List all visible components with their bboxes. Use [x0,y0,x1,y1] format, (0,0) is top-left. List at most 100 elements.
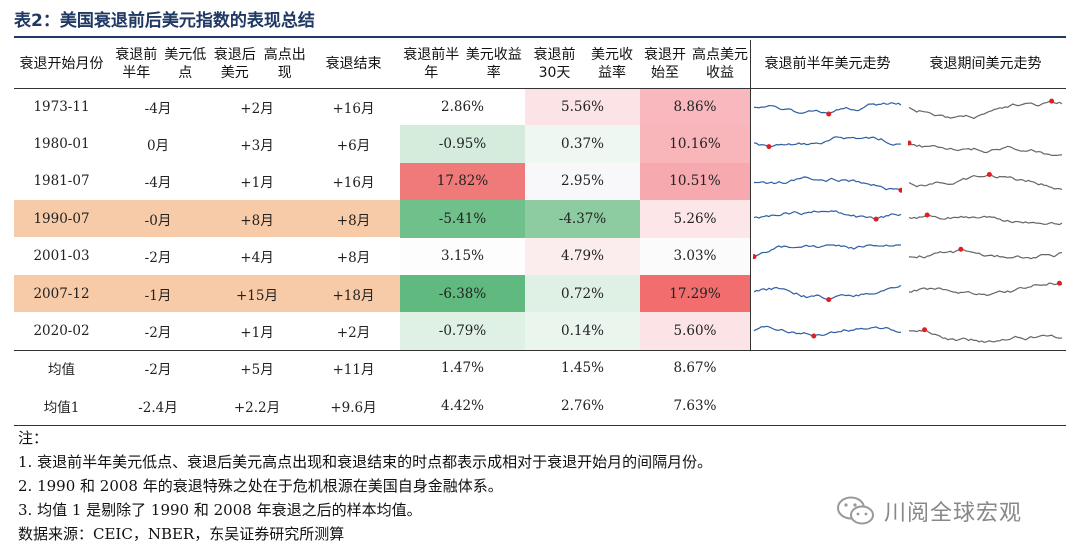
table-cell: 3.15% [400,237,525,275]
header-text: 美元收益率 [465,47,522,81]
table-cell: 8.86% [640,88,750,126]
header-cell: 衰退后美元 高点出现 [207,40,307,88]
extreme-marker [826,111,832,117]
header-cell: 衰退前半年 美元走势 [750,40,905,88]
pre-recession-sparkline [753,176,902,193]
recession-sparkline [908,327,1063,344]
table-cell: 10.51% [640,162,750,201]
pre-recession-sparkline [753,243,902,259]
trend-line [908,282,1063,297]
table-cell: 0.37% [525,125,640,163]
pre-recession-sparkline [753,102,902,117]
pre-recession-sparkline [753,284,902,303]
table-cell: +1月 [240,175,274,192]
summary-cell: +2.2月 [233,399,281,416]
table-cell: 5.56% [525,88,640,126]
table-cell: +6月 [336,138,371,155]
table-cell: 2020-02 [33,323,90,340]
header-text: 衰退开始至 [644,47,686,81]
header-text: 衰退后美元 [213,47,256,81]
summary-cell: 均值1 [43,399,80,416]
table-cell: +2月 [240,100,274,117]
extreme-marker [1049,98,1055,104]
extreme-marker [958,246,964,252]
body-rule [14,349,1066,351]
header-rule [14,88,1066,89]
extreme-marker [753,253,757,259]
header-text: 高点美元收益 [692,47,748,81]
table-title: 表2：美国衰退前后美元指数的表现总结 [14,11,315,31]
table-cell: +8月 [240,212,274,229]
summary-cell: 8.67% [673,360,717,377]
trend-line [753,243,902,257]
table-cell: -0月 [144,212,172,229]
trend-line [908,100,1063,120]
table-cell: 10.16% [640,125,750,163]
note-line: 数据来源：CEIC，NBER，东吴证券研究所测算 [18,525,345,543]
recession-sparkline [908,280,1063,297]
trend-line [753,136,902,148]
trend-line [908,214,1063,226]
extreme-marker [873,216,879,222]
summary-cell: 2.76% [561,397,604,414]
table-cell: +8月 [336,250,371,267]
trend-line [908,248,1063,259]
header-cell: 衰退前半年 美元低点 [109,40,207,88]
note-line: 注： [18,429,49,447]
table-cell: -5.41% [400,200,525,238]
table-cell: 1973-11 [33,98,90,115]
header-text: 美元走势 [985,56,1042,72]
trend-line [753,210,902,220]
header-text: 衰退前半年 [764,56,835,72]
trend-line [753,326,902,338]
summary-cell: 7.63% [673,397,717,414]
summary-cell: 1.47% [441,360,484,377]
header-text: 衰退 [19,56,48,72]
recession-sparkline [908,212,1063,226]
table-cell: 1981-07 [33,173,90,190]
extreme-marker [766,144,772,150]
header-text: 衰退前半年 [115,47,158,81]
table-cell: -4月 [144,175,172,192]
col-divider [750,40,751,350]
header-cell: 衰退前半年 美元收益率 [400,40,525,88]
table-cell: +8月 [336,212,371,229]
note-line: 3. 均值 1 是剔除了 1990 和 2008 年衰退之后的样本均值。 [18,501,422,519]
table-cell: -4.37% [525,200,640,238]
summary-cell: +5月 [240,362,274,379]
table-cell: 17.29% [640,275,750,313]
header-text: 开始月份 [47,56,104,72]
watermark-text: 川阅全球宏观 [884,501,1023,526]
extreme-marker [922,327,928,333]
table-cell: +15月 [236,287,278,304]
table-cell: +18月 [332,287,375,304]
bottom-rule [14,424,1066,426]
trend-line [908,173,1063,190]
recession-sparkline [908,98,1063,120]
table-cell: 0月 [146,138,170,155]
header-text: 衰退前半年 [403,47,460,81]
table-cell: 2007-12 [33,285,90,302]
table-cell: -2月 [144,325,172,342]
row-highlight [14,275,400,312]
note-line: 2. 1990 和 2008 年的衰退特殊之处在于危机根源在美国自身金融体系。 [18,477,503,495]
table-cell: +16月 [332,175,375,192]
header-text: 高点出现 [263,47,306,81]
summary-cell: 均值 [48,362,75,379]
header-text: 美元走势 [834,56,891,72]
table-cell: -2月 [144,250,172,267]
table-cell: -1月 [144,287,172,304]
table-cell: +2月 [336,325,371,342]
summary-cell: -2.4月 [138,399,178,416]
extreme-marker [811,333,817,339]
table-cell: 1980-01 [33,136,90,153]
summary-cell: +11月 [332,362,375,379]
table-cell: 2.86% [400,88,525,126]
pre-recession-sparkline [753,210,902,222]
table-cell: -0.79% [400,312,525,350]
extreme-marker [924,212,930,218]
extreme-marker [1056,280,1062,286]
header-cell: 衰退前30天 美元收益率 [525,40,640,88]
table-cell: 17.82% [400,162,525,201]
header-cell: 衰退 开始月份 [14,40,109,88]
